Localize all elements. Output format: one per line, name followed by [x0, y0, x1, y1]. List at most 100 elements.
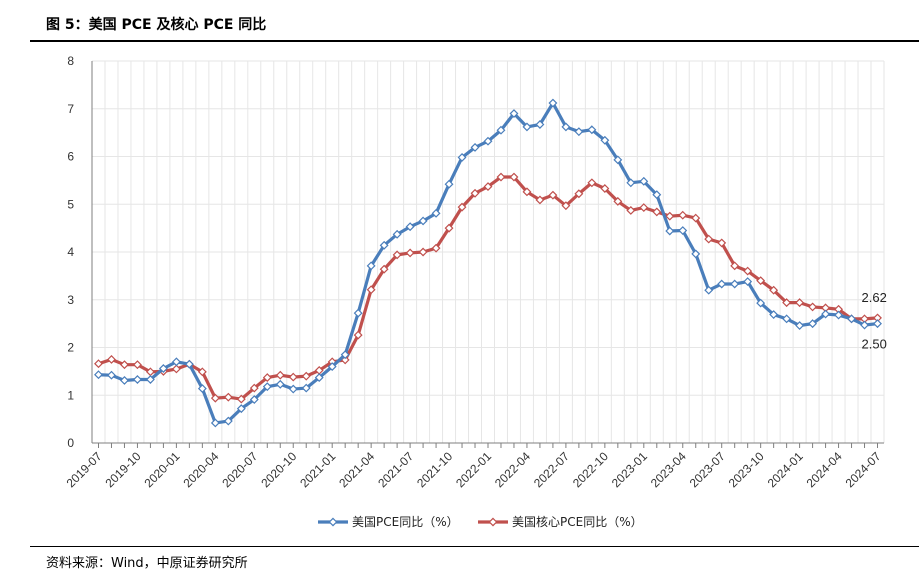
data-point-core-pce	[262, 373, 272, 383]
data-point-pce	[691, 249, 701, 259]
data-point-core-pce	[626, 206, 636, 215]
legend-marker-pce	[328, 517, 338, 527]
data-point-core-pce	[769, 285, 779, 295]
data-point-pce	[223, 416, 233, 426]
data-point-pce	[236, 404, 246, 414]
x-tick-label: 2023-07	[687, 449, 728, 490]
data-point-core-pce	[405, 248, 415, 258]
data-point-core-pce	[236, 394, 246, 404]
data-point-pce	[405, 222, 415, 232]
y-tick-label: 5	[67, 197, 74, 211]
data-point-pce	[652, 190, 662, 200]
y-tick-label: 3	[67, 293, 74, 307]
data-point-core-pce	[548, 190, 558, 200]
data-point-pce	[301, 383, 311, 393]
data-point-core-pce	[418, 247, 428, 257]
data-point-pce	[158, 364, 168, 373]
data-point-core-pce	[249, 383, 259, 393]
data-point-pce	[392, 229, 402, 239]
series-line-pce	[98, 101, 878, 425]
data-point-core-pce	[366, 285, 376, 295]
data-point-core-pce	[353, 330, 363, 340]
y-tick-label: 8	[67, 54, 74, 68]
data-point-pce	[107, 370, 116, 380]
data-point-pce	[120, 375, 129, 385]
data-point-pce	[496, 125, 506, 135]
data-point-pce	[470, 142, 480, 152]
data-point-pce	[483, 136, 493, 146]
data-point-core-pce	[107, 354, 116, 364]
data-point-pce	[717, 279, 727, 289]
x-tick-label: 2022-07	[531, 449, 572, 490]
x-tick-label: 2022-10	[570, 449, 611, 490]
title-rule	[30, 40, 919, 42]
data-point-pce	[132, 375, 142, 384]
data-point-pce	[431, 208, 441, 218]
data-point-pce	[613, 155, 623, 165]
data-point-pce	[457, 153, 467, 162]
x-tick-label: 2023-01	[609, 449, 650, 490]
data-point-core-pce	[444, 223, 454, 233]
data-point-core-pce	[717, 238, 727, 248]
x-tick-label: 2021-10	[414, 449, 455, 490]
data-point-pce	[821, 309, 831, 319]
data-point-pce	[678, 226, 688, 235]
data-point-pce	[769, 310, 779, 320]
data-point-pce	[574, 127, 584, 137]
data-point-pce	[626, 178, 636, 188]
x-tick-label: 2023-04	[648, 449, 689, 490]
data-point-pce	[522, 122, 532, 132]
x-tick-label: 2024-01	[765, 449, 806, 490]
data-point-core-pce	[808, 302, 818, 312]
data-point-core-pce	[171, 364, 181, 374]
x-tick-label: 2022-04	[492, 449, 533, 490]
data-point-core-pce	[379, 264, 389, 274]
data-point-core-pce	[223, 392, 233, 402]
legend: 美国PCE同比（%） 美国核心PCE同比（%）	[318, 515, 643, 529]
data-point-core-pce	[392, 250, 402, 260]
data-point-core-pce	[691, 213, 701, 223]
data-point-pce	[340, 350, 350, 360]
x-tick-label: 2019-07	[64, 449, 105, 490]
x-tick-label: 2024-04	[804, 449, 845, 490]
data-point-pce	[444, 179, 454, 189]
data-point-core-pce	[457, 202, 467, 212]
data-point-pce	[756, 298, 766, 308]
chart-title: 图 5：美国 PCE 及核心 PCE 同比	[46, 17, 267, 33]
data-point-core-pce	[301, 371, 311, 381]
data-point-pce	[418, 216, 428, 226]
data-point-pce	[600, 135, 610, 145]
series-lines	[94, 98, 882, 428]
data-point-pce	[210, 418, 220, 428]
data-point-core-pce	[782, 298, 792, 308]
y-axis: 0 1 2 3 4 5 6 7 8	[67, 54, 93, 450]
data-point-pce	[171, 357, 181, 367]
data-point-pce	[184, 359, 194, 369]
x-tick-label: 2023-10	[726, 449, 767, 490]
data-point-pce	[249, 395, 259, 404]
x-tick-label: 2024-07	[843, 449, 884, 490]
data-point-pce	[587, 125, 597, 135]
data-point-pce	[873, 319, 882, 329]
legend-label-pce: 美国PCE同比（%）	[352, 515, 459, 529]
x-tick-label: 2021-07	[375, 449, 416, 490]
data-label-pce-last: 2.50	[862, 337, 887, 352]
data-point-core-pce	[743, 266, 753, 276]
data-point-core-pce	[132, 360, 142, 370]
data-point-core-pce	[795, 298, 805, 308]
data-point-core-pce	[574, 189, 584, 199]
x-tick-label: 2020-07	[219, 449, 260, 490]
y-tick-label: 4	[67, 245, 74, 259]
data-point-pce	[509, 109, 519, 118]
data-point-core-pce	[613, 196, 623, 206]
data-point-pce	[327, 362, 337, 372]
x-axis: 2019-072019-102020-012020-042020-072020-…	[64, 442, 884, 490]
data-point-core-pce	[587, 178, 597, 188]
data-point-core-pce	[535, 195, 545, 205]
data-point-pce	[847, 314, 856, 324]
data-point-pce	[665, 226, 675, 236]
data-point-core-pce	[561, 201, 571, 211]
data-label-core-pce-last: 2.62	[862, 290, 887, 305]
data-point-core-pce	[600, 184, 610, 193]
x-tick-label: 2022-01	[453, 449, 494, 490]
